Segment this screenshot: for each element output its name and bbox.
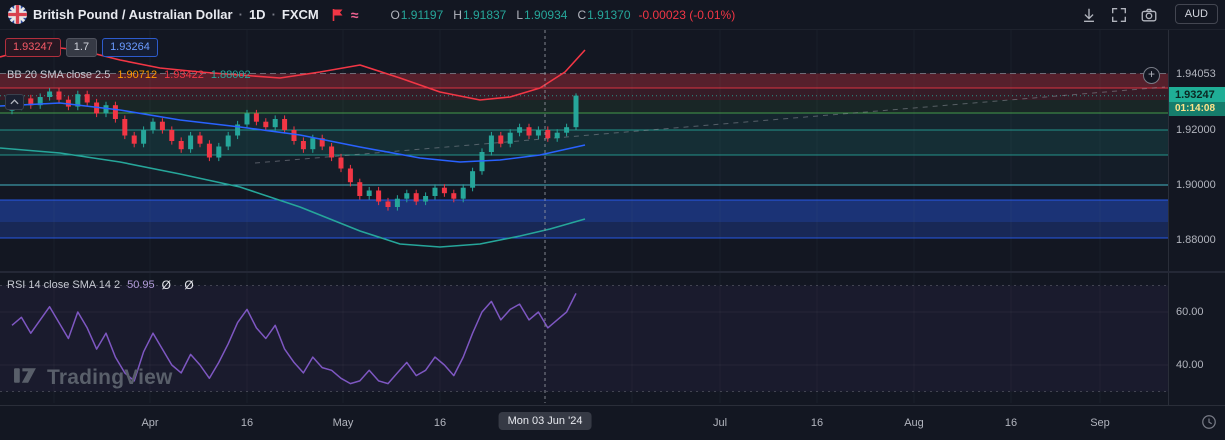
- rsi-value: 50.95: [127, 279, 155, 291]
- camera-snapshot-button[interactable]: [1137, 3, 1161, 27]
- currency-selector[interactable]: AUD: [1174, 4, 1218, 24]
- legend-collapse-button[interactable]: [5, 94, 24, 110]
- bb-basis-value: 1.90712: [117, 69, 158, 81]
- pane-resize-separator[interactable]: [0, 271, 1225, 273]
- bb-legend-title[interactable]: BB 20 SMA close 2.5: [7, 69, 111, 81]
- ohlc-readout: O1.91197 H1.91837 L1.90934 C1.91370: [390, 8, 630, 22]
- interval-label[interactable]: 1D: [248, 7, 266, 22]
- low-value: L1.90934: [516, 7, 568, 22]
- price-axis[interactable]: 1.93247 01:14:08 1.94053 1.92000 1.90000 1.…: [1168, 30, 1225, 405]
- bar-close-countdown: 01:14:08: [1169, 102, 1225, 116]
- timezone-clock-icon[interactable]: [1201, 414, 1217, 433]
- symbol-logo-icon[interactable]: [8, 5, 27, 24]
- current-price-label: 1.93247 01:14:08: [1169, 87, 1225, 116]
- crosshair-date-label: Mon 03 Jun '24: [498, 412, 592, 430]
- rsi-axis-label: 40.00: [1176, 359, 1204, 371]
- symbol-title[interactable]: British Pound / Australian Dollar: [33, 7, 233, 22]
- price-axis-label: 1.92000: [1176, 124, 1216, 136]
- rsi-indicator-legend[interactable]: RSI 14 close SMA 14 2 50.95 Ø Ø: [7, 278, 199, 292]
- rsi-ma-disabled-marker: Ø Ø: [161, 278, 199, 292]
- time-axis-label: 16: [433, 417, 447, 429]
- fullscreen-button[interactable]: [1107, 3, 1131, 27]
- exchange-label[interactable]: FXCM: [281, 7, 319, 22]
- close-value: C1.91370: [577, 7, 631, 22]
- open-value: O1.91197: [390, 7, 444, 22]
- time-axis-label: Apr: [141, 417, 159, 429]
- title-separator: ·: [238, 7, 243, 22]
- time-axis-label: May: [332, 417, 354, 429]
- order-price-badge[interactable]: 1.93264: [102, 38, 158, 57]
- bb-lower-value: 1.88002: [210, 69, 251, 81]
- bb-upper-value: 1.93422: [164, 69, 204, 81]
- tradingview-watermark-text: TradingView: [47, 366, 173, 389]
- current-price-value: 1.93247: [1175, 89, 1215, 101]
- price-axis-label: 1.88000: [1176, 234, 1216, 246]
- alert-price-badge[interactable]: 1.93247: [5, 38, 61, 57]
- tradingview-watermark[interactable]: TradingView: [13, 363, 173, 393]
- change-value: -0.00023 (-0.01%): [638, 7, 736, 22]
- price-axis-label: 1.90000: [1176, 179, 1216, 191]
- time-axis-label: 16: [810, 417, 824, 429]
- wave-icon[interactable]: ≈: [350, 6, 359, 23]
- tradingview-logo-icon: [13, 363, 38, 393]
- price-badges: 1.93247 1.7 1.93264: [5, 38, 158, 57]
- chart-header: British Pound / Australian Dollar · 1D ·…: [0, 0, 1225, 30]
- quick-alert-plus-button[interactable]: +: [1143, 67, 1160, 84]
- price-axis-label: 1.94053: [1176, 68, 1216, 80]
- rsi-axis-label: 60.00: [1176, 306, 1204, 318]
- fxcm-flag-icon[interactable]: [331, 8, 345, 22]
- time-axis-label: Jul: [712, 417, 728, 429]
- scroll-to-recent-button[interactable]: [1077, 3, 1101, 27]
- time-axis-label: Aug: [904, 417, 924, 429]
- time-axis[interactable]: Apr 16 May 16 Mon 03 Jun '24 Jul 16 Aug 16 Sep: [0, 405, 1225, 440]
- high-value: H1.91837: [453, 7, 507, 22]
- rsi-legend-title[interactable]: RSI 14 close SMA 14 2: [7, 279, 121, 291]
- bb-indicator-legend[interactable]: BB 20 SMA close 2.5 1.90712 1.93422 1.88…: [7, 69, 251, 81]
- title-separator: ·: [271, 7, 276, 22]
- position-size-badge[interactable]: 1.7: [65, 38, 98, 57]
- time-axis-label: 16: [1004, 417, 1018, 429]
- header-actions: [1077, 3, 1161, 27]
- chart-pane[interactable]: 1.93247 1.7 1.93264 BB 20 SMA close 2.5 …: [0, 30, 1168, 405]
- time-axis-label: Sep: [1090, 417, 1110, 429]
- price-chart-canvas[interactable]: [0, 30, 1168, 405]
- time-axis-label: 16: [240, 417, 254, 429]
